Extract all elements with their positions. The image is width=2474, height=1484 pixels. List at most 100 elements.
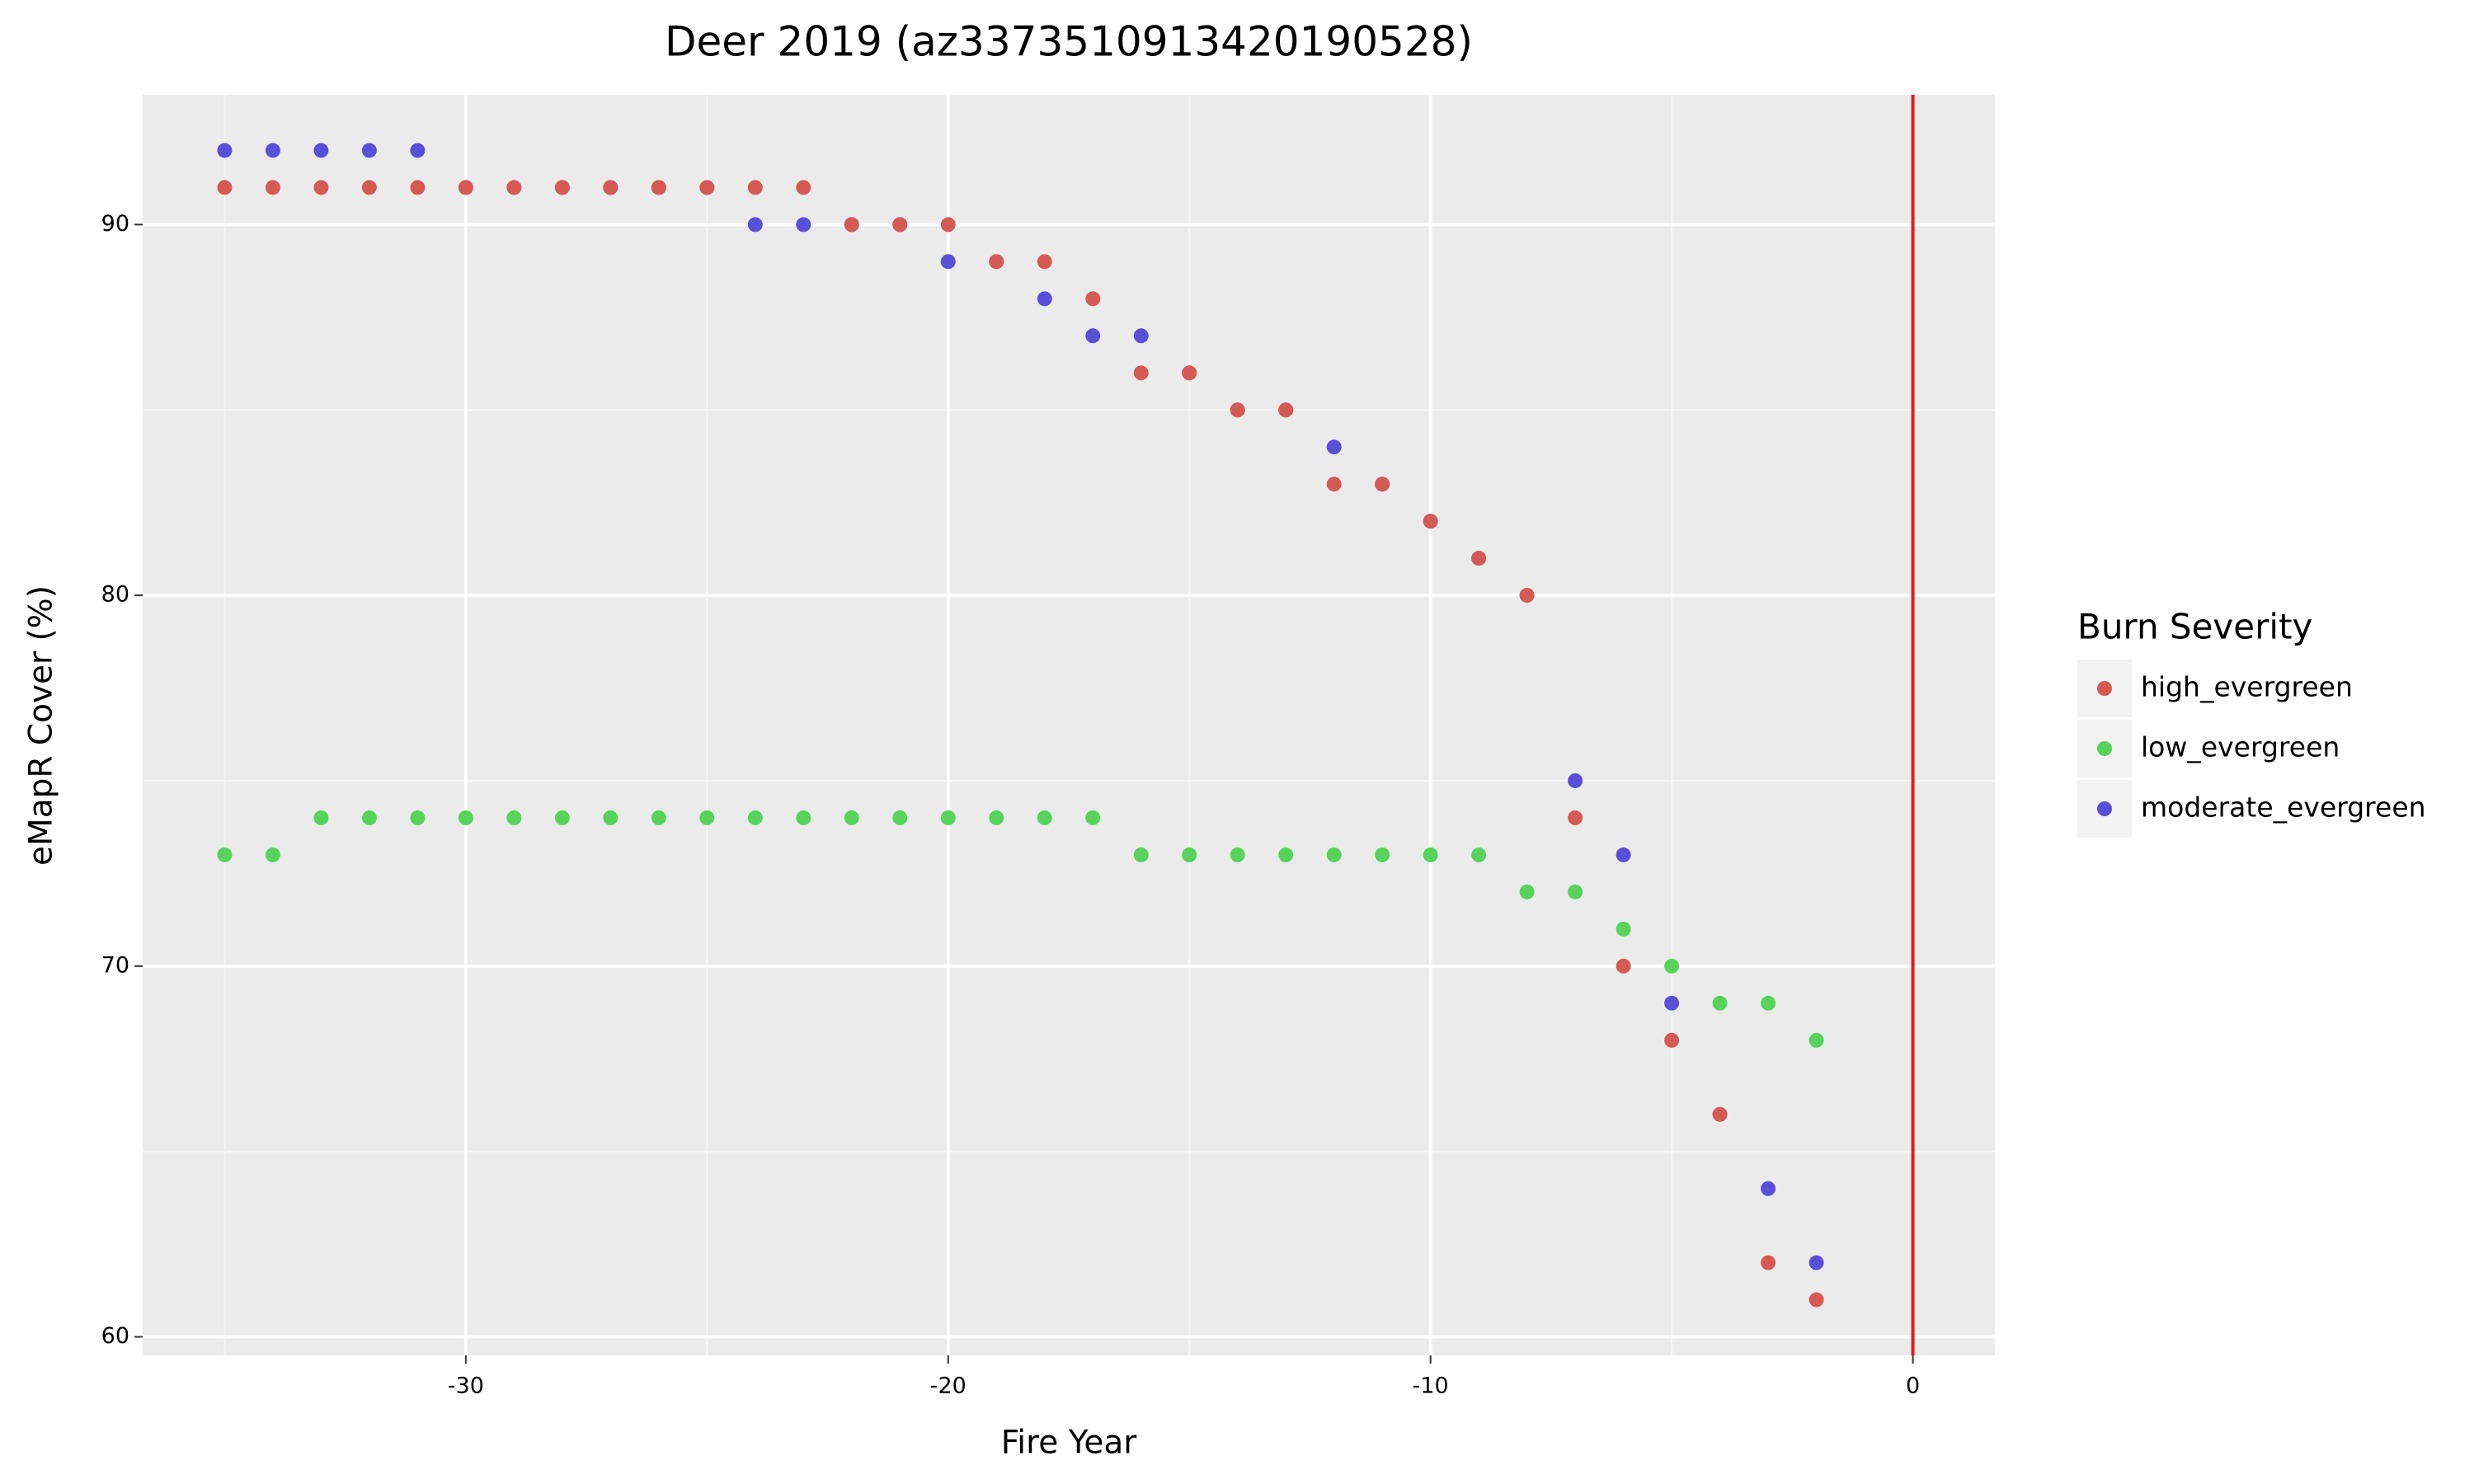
point [1761,1255,1776,1270]
point [506,180,522,195]
x-tick-label: 0 [1906,1374,1920,1399]
point [796,217,811,232]
point [313,143,329,158]
point [361,810,377,825]
legend-marker [2097,681,2112,696]
point [940,810,956,825]
point [361,180,377,195]
y-tick-label: 80 [101,582,129,608]
point [1182,847,1197,862]
y-tick-label: 60 [101,1323,129,1349]
point [989,810,1004,825]
legend-title: Burn Severity [2077,607,2312,647]
point [1230,402,1245,418]
point [747,810,763,825]
point [1712,1106,1728,1122]
y-tick-label: 90 [101,211,129,237]
point [1712,995,1728,1011]
y-tick-label: 70 [101,952,129,978]
point [1182,365,1197,381]
point [844,217,859,232]
point [410,180,426,195]
point [603,810,618,825]
legend-marker [2097,801,2112,816]
point [1519,884,1535,899]
point [1568,884,1583,899]
point [1519,588,1535,603]
point [1471,847,1487,862]
point [217,847,233,862]
point [217,143,233,158]
point [554,810,570,825]
y-axis-title: eMapR Cover (%) [23,585,60,866]
point [603,180,618,195]
point [1761,1181,1776,1196]
point [651,810,666,825]
x-tick-label: -30 [448,1374,484,1399]
points [217,143,1824,1308]
point [1133,328,1149,344]
point [1423,514,1438,529]
point [1085,328,1101,344]
point [458,810,473,825]
point [1664,1032,1680,1048]
point [1808,1292,1824,1308]
point [1423,847,1438,862]
point [796,810,811,825]
point [1616,921,1631,937]
point [1616,958,1631,974]
point [1133,365,1149,381]
point [410,143,426,158]
point [892,810,908,825]
point [699,180,715,195]
panel [143,95,1995,1355]
point [747,180,763,195]
point [1616,847,1631,862]
point [313,180,329,195]
point [1085,810,1101,825]
point [1278,402,1294,418]
x-tick-label: -10 [1413,1374,1449,1399]
point [1808,1255,1824,1270]
point [1761,995,1776,1011]
point [1085,291,1101,307]
point [554,180,570,195]
point [1037,291,1052,307]
point [1326,439,1342,455]
point [1037,254,1052,270]
point [1568,773,1583,788]
point [265,180,280,195]
point [1664,958,1680,974]
point [1326,847,1342,862]
point [265,143,280,158]
legend-marker [2097,741,2112,756]
point [458,180,473,195]
point [651,180,666,195]
point [940,217,956,232]
point [1375,847,1390,862]
point [699,810,715,825]
point [1037,810,1052,825]
x-tick-label: -20 [930,1374,967,1399]
point [410,810,426,825]
point [1230,847,1245,862]
point [265,847,280,862]
legend-label: low_evergreen [2141,731,2340,763]
point [796,180,811,195]
point [1471,551,1487,566]
x-axis-title: Fire Year [1001,1425,1138,1462]
point [844,810,859,825]
legend-label: moderate_evergreen [2141,791,2426,824]
point [747,217,763,232]
point [361,143,377,158]
point [1664,995,1680,1011]
chart-title: Deer 2019 (az3373510913420190528) [665,18,1473,66]
point [940,254,956,270]
point [313,810,329,825]
point [1568,810,1583,825]
legend-label: high_evergreen [2141,671,2353,703]
point [506,810,522,825]
point [1133,847,1149,862]
point [1278,847,1294,862]
